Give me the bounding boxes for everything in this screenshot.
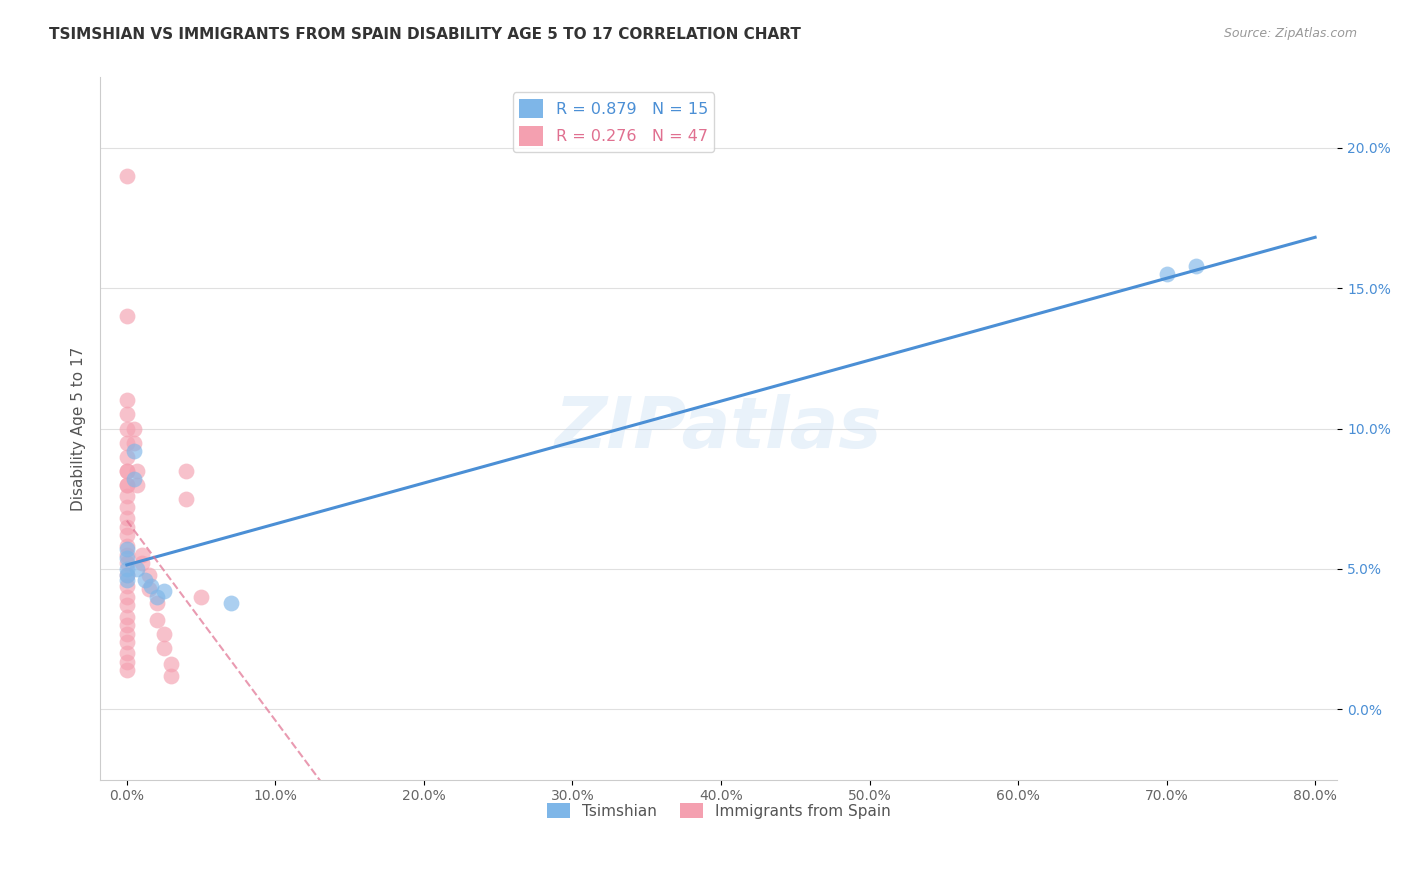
Point xyxy=(115,573,138,587)
Point xyxy=(1185,259,1208,273)
Point xyxy=(115,511,138,525)
Point xyxy=(115,663,138,677)
Point xyxy=(115,557,138,571)
Point xyxy=(115,609,138,624)
Y-axis label: Disability Age 5 to 17: Disability Age 5 to 17 xyxy=(72,346,86,510)
Point xyxy=(190,590,212,604)
Point xyxy=(1156,267,1178,281)
Point xyxy=(115,579,138,593)
Point xyxy=(115,435,138,450)
Point xyxy=(131,548,153,562)
Point xyxy=(115,550,138,565)
Point xyxy=(124,435,146,450)
Text: Source: ZipAtlas.com: Source: ZipAtlas.com xyxy=(1223,27,1357,40)
Point xyxy=(115,500,138,515)
Point xyxy=(115,562,138,576)
Point xyxy=(115,567,138,582)
Point xyxy=(115,464,138,478)
Point xyxy=(145,613,167,627)
Point xyxy=(115,489,138,503)
Point xyxy=(115,408,138,422)
Point xyxy=(115,464,138,478)
Point xyxy=(160,657,183,672)
Point xyxy=(134,573,156,587)
Point xyxy=(124,444,146,458)
Point xyxy=(153,626,176,640)
Point xyxy=(115,169,138,183)
Point xyxy=(115,477,138,491)
Legend: Tsimshian, Immigrants from Spain: Tsimshian, Immigrants from Spain xyxy=(541,797,897,824)
Text: ZIPatlas: ZIPatlas xyxy=(555,394,883,463)
Point xyxy=(145,590,167,604)
Point xyxy=(115,567,138,582)
Point xyxy=(160,668,183,682)
Point xyxy=(139,579,162,593)
Point xyxy=(138,567,160,582)
Point xyxy=(115,548,138,562)
Text: TSIMSHIAN VS IMMIGRANTS FROM SPAIN DISABILITY AGE 5 TO 17 CORRELATION CHART: TSIMSHIAN VS IMMIGRANTS FROM SPAIN DISAB… xyxy=(49,27,801,42)
Point xyxy=(127,464,149,478)
Point xyxy=(153,584,176,599)
Point xyxy=(115,540,138,554)
Point xyxy=(115,477,138,491)
Point xyxy=(131,557,153,571)
Point xyxy=(115,528,138,542)
Point xyxy=(124,472,146,486)
Point xyxy=(115,618,138,632)
Point xyxy=(138,582,160,596)
Point xyxy=(153,640,176,655)
Point xyxy=(115,635,138,649)
Point xyxy=(124,421,146,435)
Point xyxy=(127,477,149,491)
Point xyxy=(127,562,149,576)
Point xyxy=(115,626,138,640)
Point xyxy=(115,542,138,557)
Point xyxy=(174,464,197,478)
Point xyxy=(115,655,138,669)
Point xyxy=(145,596,167,610)
Point xyxy=(115,520,138,534)
Point xyxy=(115,450,138,464)
Point xyxy=(115,599,138,613)
Point xyxy=(115,646,138,660)
Point xyxy=(219,596,242,610)
Point xyxy=(115,590,138,604)
Point xyxy=(174,491,197,506)
Point xyxy=(115,421,138,435)
Point xyxy=(115,393,138,408)
Point xyxy=(115,309,138,323)
